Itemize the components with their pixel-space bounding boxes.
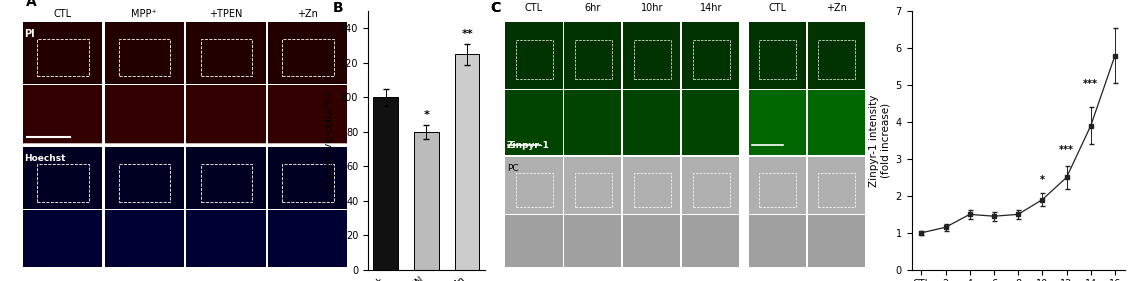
Y-axis label: Zinpyr-1 intensity
(fold increase): Zinpyr-1 intensity (fold increase) — [869, 94, 891, 187]
Bar — [37, 39, 89, 76]
Text: C: C — [490, 1, 500, 15]
Bar — [119, 39, 170, 76]
Bar — [23, 210, 102, 267]
Text: PC: PC — [507, 164, 518, 173]
Bar — [575, 173, 612, 207]
Text: CTL: CTL — [525, 3, 543, 13]
Bar — [186, 85, 266, 144]
Bar — [808, 157, 864, 214]
Bar — [749, 216, 807, 267]
Text: Zinpyr-1: Zinpyr-1 — [507, 140, 550, 149]
Bar — [201, 164, 252, 201]
Text: 6hr: 6hr — [585, 3, 601, 13]
Bar — [268, 210, 348, 267]
Bar — [624, 90, 680, 155]
Y-axis label: PI positive cells(%): PI positive cells(%) — [324, 91, 334, 190]
Bar — [454, 54, 479, 270]
Bar — [374, 98, 398, 270]
Bar — [415, 132, 438, 270]
Bar — [634, 40, 670, 79]
Text: B: B — [333, 1, 344, 15]
Text: +Zn: +Zn — [298, 9, 318, 19]
Bar — [105, 147, 184, 209]
Text: +Zn: +Zn — [826, 3, 847, 13]
Bar — [575, 40, 612, 79]
Bar — [506, 22, 562, 89]
Bar — [693, 40, 729, 79]
Bar — [683, 90, 740, 155]
Text: CTL: CTL — [768, 3, 786, 13]
Bar — [808, 22, 864, 89]
Bar — [624, 157, 680, 214]
Bar — [268, 85, 348, 144]
Bar — [759, 40, 796, 79]
Text: CTL: CTL — [53, 9, 72, 19]
Text: ***: *** — [1059, 145, 1074, 155]
Text: MPP⁺: MPP⁺ — [132, 9, 157, 19]
Text: +TPEN: +TPEN — [209, 9, 243, 19]
Bar — [565, 216, 621, 267]
Bar — [506, 90, 562, 155]
Bar — [516, 173, 553, 207]
Bar — [749, 22, 807, 89]
Bar — [186, 22, 266, 84]
Bar — [759, 173, 796, 207]
Bar — [565, 157, 621, 214]
Bar — [808, 216, 864, 267]
Bar — [186, 147, 266, 209]
Bar — [749, 90, 807, 155]
Bar — [268, 147, 348, 209]
Bar — [516, 40, 553, 79]
Bar — [186, 210, 266, 267]
Bar — [37, 164, 89, 201]
Bar — [23, 147, 102, 209]
Bar — [283, 39, 334, 76]
Text: *: * — [1039, 175, 1045, 185]
Bar — [565, 22, 621, 89]
Text: PI: PI — [24, 29, 35, 39]
Text: ***: *** — [1084, 79, 1099, 89]
Bar — [683, 22, 740, 89]
Bar — [268, 22, 348, 84]
Bar — [808, 90, 864, 155]
Text: 10hr: 10hr — [641, 3, 663, 13]
Text: *: * — [424, 110, 429, 120]
Bar — [23, 85, 102, 144]
Bar — [624, 216, 680, 267]
Bar — [683, 157, 740, 214]
Bar — [818, 40, 855, 79]
Bar — [506, 157, 562, 214]
Bar — [119, 164, 170, 201]
Bar — [565, 90, 621, 155]
Text: 14hr: 14hr — [700, 3, 722, 13]
Bar — [749, 157, 807, 214]
Text: **: ** — [461, 29, 473, 39]
Bar — [634, 173, 670, 207]
Bar — [201, 39, 252, 76]
Bar — [818, 173, 855, 207]
Bar — [105, 85, 184, 144]
Bar — [23, 22, 102, 84]
Text: C: C — [490, 1, 500, 15]
Bar — [506, 216, 562, 267]
Bar — [693, 173, 729, 207]
Bar — [283, 164, 334, 201]
Bar — [105, 22, 184, 84]
Bar — [105, 210, 184, 267]
Text: Hoechst: Hoechst — [24, 154, 66, 164]
Bar — [624, 22, 680, 89]
Bar — [683, 216, 740, 267]
Text: A: A — [26, 0, 36, 9]
